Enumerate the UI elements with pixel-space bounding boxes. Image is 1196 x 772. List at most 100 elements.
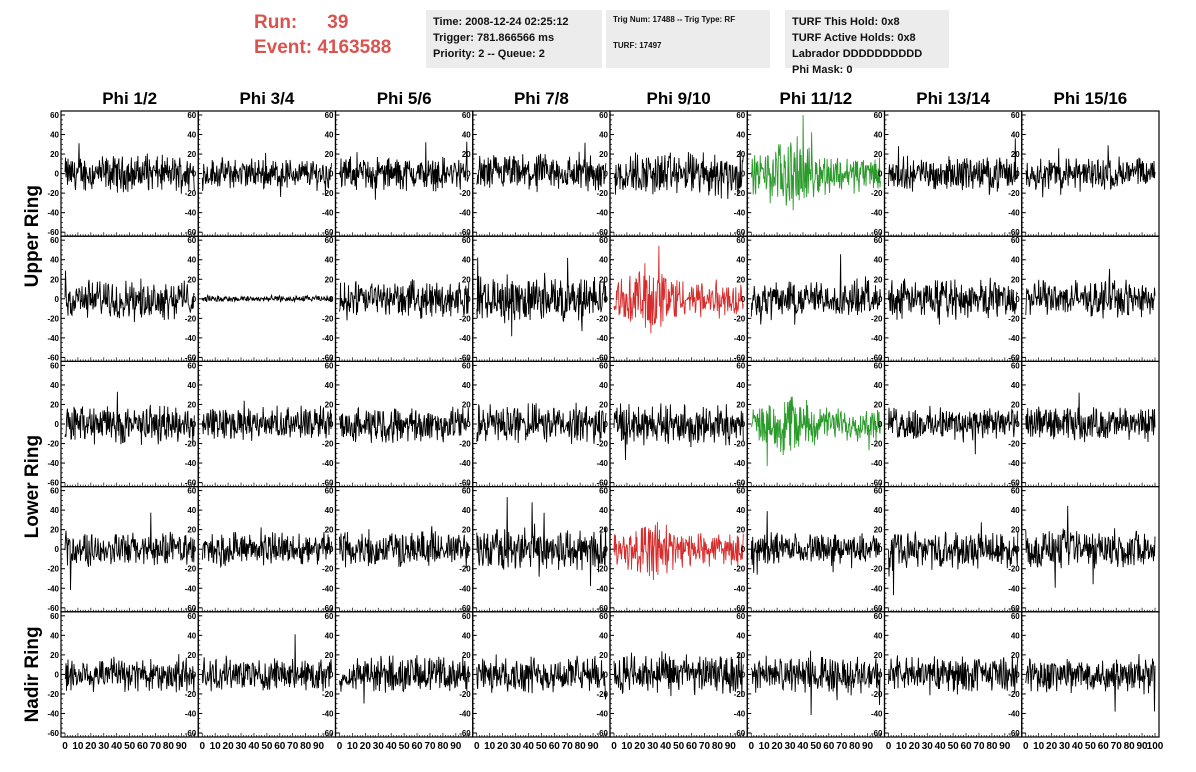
run-event-block: Run: 39 Event: 4163588 xyxy=(254,10,391,60)
y-tick-label: -40 xyxy=(185,584,197,593)
y-tick-label: 60 xyxy=(874,111,883,120)
x-tick-label: 60 xyxy=(1098,741,1110,752)
run-label: Run: xyxy=(254,12,298,33)
y-tick-label: 60 xyxy=(1011,236,1020,245)
y-tick-label: 40 xyxy=(187,506,196,515)
x-tick-label: 10 xyxy=(210,741,222,752)
y-tick-label: 0 xyxy=(878,670,883,679)
y-tick-label: -20 xyxy=(871,314,883,323)
y-tick-label: 60 xyxy=(325,612,334,621)
y-tick-label: -20 xyxy=(1008,189,1020,198)
waveform-trace xyxy=(613,245,744,334)
y-tick-label: 40 xyxy=(599,506,608,515)
x-tick-label: 40 xyxy=(797,741,809,752)
y-tick-label: -40 xyxy=(47,584,59,593)
trigger-info-box: Trig Num: 17488 -- Trig Type: RF TURF: 1… xyxy=(606,10,770,68)
y-tick-label: 40 xyxy=(462,631,471,640)
y-tick-label: 40 xyxy=(1011,381,1020,390)
waveform-trace xyxy=(613,651,744,697)
y-tick-label: 20 xyxy=(736,400,745,409)
waveform-trace xyxy=(201,527,332,569)
y-tick-label: 40 xyxy=(325,131,334,140)
y-tick-label: 20 xyxy=(736,150,745,159)
y-tick-label: -60 xyxy=(596,604,608,613)
x-tick-label: 90 xyxy=(1137,741,1149,752)
y-tick-label: 20 xyxy=(187,275,196,284)
y-tick-label: -40 xyxy=(47,459,59,468)
waveform-trace xyxy=(1025,145,1156,198)
y-tick-label: 0 xyxy=(741,545,746,554)
x-tick-label: 70 xyxy=(1111,741,1123,752)
x-tick-label: 20 xyxy=(223,741,235,752)
y-tick-label: -20 xyxy=(47,189,59,198)
y-tick-label: 40 xyxy=(736,381,745,390)
x-tick-label: 40 xyxy=(523,741,535,752)
y-tick-label: -20 xyxy=(322,440,334,449)
x-tick-label: 90 xyxy=(588,741,600,752)
waveform-trace xyxy=(1025,505,1156,588)
waveform-trace xyxy=(750,650,881,716)
y-tick-label: -60 xyxy=(1008,353,1020,362)
y-tick-label: 0 xyxy=(55,545,60,554)
x-tick-label: 30 xyxy=(922,741,934,752)
y-tick-label: -60 xyxy=(185,729,197,738)
run-value: 39 xyxy=(327,12,349,33)
y-tick-label: 60 xyxy=(462,111,471,120)
y-tick-label: 40 xyxy=(874,631,883,640)
waveform-trace xyxy=(201,634,332,692)
y-tick-label: 0 xyxy=(878,545,883,554)
x-tick-label: 60 xyxy=(274,741,286,752)
y-tick-label: 20 xyxy=(187,400,196,409)
y-tick-label: -20 xyxy=(322,690,334,699)
waveform-trace xyxy=(339,406,470,443)
y-tick-label: -60 xyxy=(734,729,746,738)
y-tick-label: 20 xyxy=(462,400,471,409)
x-tick-label: 70 xyxy=(424,741,436,752)
x-tick-label: 70 xyxy=(150,741,162,752)
y-tick-label: 60 xyxy=(874,612,883,621)
y-tick-label: 40 xyxy=(325,506,334,515)
waveform-trace xyxy=(201,152,332,197)
y-tick-label: 0 xyxy=(466,670,471,679)
y-tick-label: 0 xyxy=(741,670,746,679)
y-tick-label: 60 xyxy=(50,361,59,370)
y-tick-label: 20 xyxy=(1011,275,1020,284)
y-tick-label: 60 xyxy=(736,487,745,496)
x-tick-label: 20 xyxy=(360,741,372,752)
y-tick-label: 0 xyxy=(192,420,197,429)
y-tick-label: -60 xyxy=(1008,228,1020,237)
time-text: Time: 2008-12-24 02:25:12 xyxy=(433,16,569,28)
y-tick-label: -40 xyxy=(596,334,608,343)
y-tick-label: 40 xyxy=(50,506,59,515)
y-tick-label: 40 xyxy=(874,131,883,140)
y-tick-label: -40 xyxy=(734,459,746,468)
y-tick-label: 40 xyxy=(599,131,608,140)
y-tick-label: -40 xyxy=(185,334,197,343)
y-tick-label: -20 xyxy=(596,690,608,699)
y-tick-label: -60 xyxy=(596,228,608,237)
x-tick-label: 60 xyxy=(411,741,423,752)
y-tick-label: 0 xyxy=(604,670,609,679)
y-tick-label: -60 xyxy=(47,228,59,237)
y-tick-label: -60 xyxy=(47,353,59,362)
y-tick-label: 20 xyxy=(1011,651,1020,660)
y-tick-label: 40 xyxy=(736,131,745,140)
waveform-trace xyxy=(64,143,195,194)
y-tick-label: -60 xyxy=(459,729,471,738)
y-tick-label: -60 xyxy=(1008,604,1020,613)
y-tick-label: -60 xyxy=(871,604,883,613)
x-tick-label: 90 xyxy=(313,741,325,752)
y-tick-label: 60 xyxy=(187,487,196,496)
x-tick-label: 30 xyxy=(784,741,796,752)
x-tick-label: 30 xyxy=(1059,741,1071,752)
y-tick-label: 20 xyxy=(599,150,608,159)
x-tick-label: 10 xyxy=(896,741,908,752)
y-tick-label: 0 xyxy=(466,420,471,429)
y-tick-label: 40 xyxy=(874,381,883,390)
y-tick-label: 0 xyxy=(878,170,883,179)
y-tick-label: 60 xyxy=(736,361,745,370)
x-tick-label: 0 xyxy=(474,741,480,752)
waveform-trace xyxy=(750,114,881,211)
y-tick-label: -20 xyxy=(1008,690,1020,699)
